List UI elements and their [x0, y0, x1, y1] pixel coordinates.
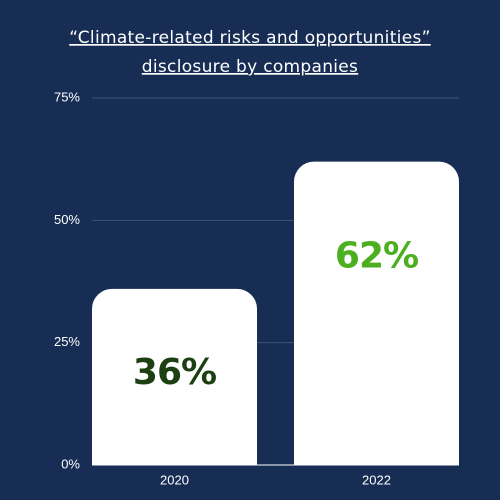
- value-label: 36%: [133, 352, 216, 393]
- y-tick-label: 0%: [61, 456, 80, 471]
- bar: [294, 161, 459, 465]
- y-tick-label: 50%: [54, 212, 80, 227]
- x-tick-label: 2022: [362, 472, 391, 487]
- y-tick-label: 75%: [54, 89, 80, 104]
- x-tick-label: 2020: [160, 472, 189, 487]
- y-tick-label: 25%: [54, 334, 80, 349]
- value-label: 62%: [335, 235, 418, 276]
- chart-title: disclosure by companies: [142, 57, 358, 77]
- chart-title: “Climate-related risks and opportunities…: [69, 28, 430, 48]
- bar: [92, 288, 257, 465]
